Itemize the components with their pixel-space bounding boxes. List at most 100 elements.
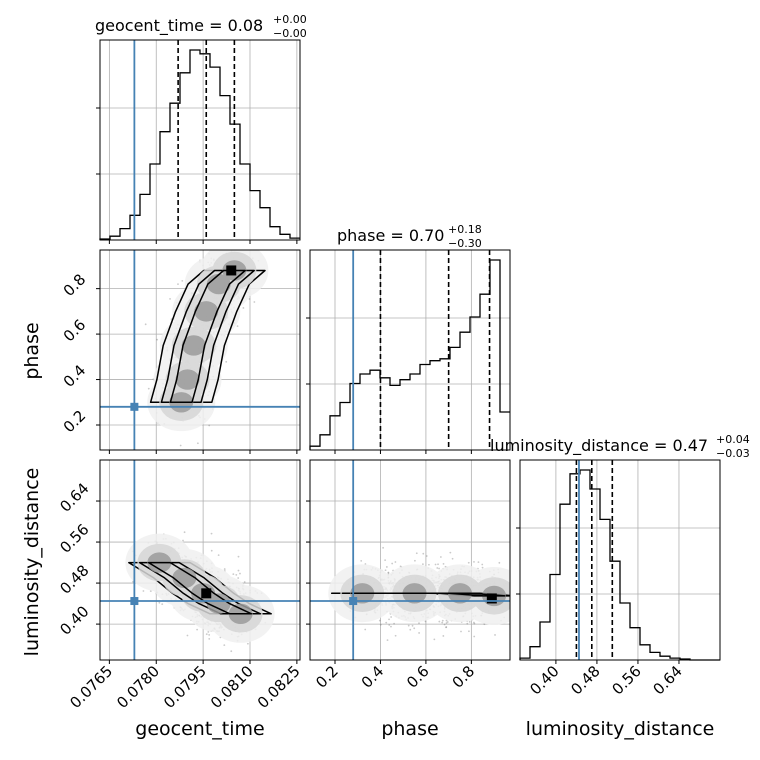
hist-bar: [450, 347, 460, 450]
scatter-point: [385, 566, 388, 568]
scatter-point: [158, 601, 161, 604]
scatter-point: [161, 603, 164, 606]
scatter-point: [147, 387, 150, 390]
scatter-point: [441, 621, 444, 624]
scatter-point: [393, 622, 395, 625]
scatter-point: [428, 563, 430, 566]
scatter-point: [387, 572, 390, 575]
hist-bar: [360, 374, 370, 450]
hist-bar: [480, 294, 490, 450]
scatter-point: [223, 644, 226, 646]
scatter-point: [422, 563, 424, 566]
hist-bar: [140, 194, 150, 240]
scatter-point: [208, 637, 211, 640]
scatter-point: [210, 532, 213, 535]
scatter-point: [394, 561, 397, 563]
scatter-point: [390, 616, 393, 618]
scatter-point: [433, 638, 436, 641]
density-peak: [486, 593, 497, 604]
scatter-point: [468, 630, 470, 633]
contour-line: [149, 269, 266, 404]
scatter-point: [196, 628, 199, 631]
panel-frame: [99, 249, 301, 451]
tick-label-y-luminosity-distance: 0.56: [56, 520, 92, 556]
scatter-point: [425, 555, 428, 557]
scatter-point: [390, 625, 392, 628]
hist-step-line: [519, 469, 720, 661]
scatter-point: [177, 283, 179, 285]
hist-bar: [410, 374, 420, 450]
hist-bar: [320, 435, 330, 450]
tick-label-x-phase: 0.6: [403, 662, 433, 692]
scatter-point: [183, 531, 186, 534]
tick-label-x-phase: 0.8: [449, 662, 479, 692]
tick-label-x-geocent-time: 0.0810: [207, 662, 257, 712]
scatter-point: [169, 298, 171, 300]
scatter-point: [248, 298, 251, 300]
scatter-point: [442, 635, 445, 637]
hist-bar: [420, 365, 430, 451]
truth-marker: [130, 402, 139, 411]
scatter-point: [384, 559, 387, 562]
title-phase-plus: +0.18: [448, 223, 482, 236]
scatter-point: [394, 634, 397, 637]
tick-label-y-phase: 0.4: [60, 361, 90, 391]
hist-bar: [380, 378, 390, 450]
scatter-point: [483, 623, 486, 626]
density-level-2: [147, 552, 253, 625]
scatter-point: [210, 549, 213, 552]
panel-content: [100, 245, 300, 450]
panel-frame: [99, 39, 301, 241]
title-phase-minus: −0.30: [448, 237, 482, 250]
scatter-point: [445, 619, 448, 622]
title-geocent-time: geocent_time = 0.08: [95, 16, 263, 36]
scatter-point: [411, 624, 414, 627]
scatter-point: [438, 620, 441, 623]
ylabel-luminosity-distance: luminosity_distance: [21, 468, 43, 657]
scatter-point: [436, 567, 439, 569]
hist-panel-luminosity-distance: [516, 459, 721, 664]
contour-line: [350, 592, 506, 597]
hist-bar: [150, 164, 160, 240]
scatter-point: [467, 561, 470, 564]
scatter-point: [208, 633, 211, 636]
title-phase: phase = 0.70: [337, 226, 444, 245]
contour-line: [147, 561, 253, 615]
scatter-point: [181, 279, 184, 282]
hist-bar: [390, 385, 400, 450]
scatter-point: [207, 631, 210, 633]
hist-bar: [640, 645, 650, 660]
scatter-point: [498, 561, 501, 564]
scatter-point: [449, 551, 452, 554]
scatter-point: [208, 424, 211, 427]
tick-label-x-luminosity-distance: 0.48: [567, 662, 603, 698]
scatter-point: [481, 563, 484, 566]
hist-bar: [490, 260, 500, 450]
tick-label-y-luminosity-distance: 0.48: [56, 561, 92, 597]
scatter-point: [388, 618, 390, 621]
scatter-point: [237, 555, 240, 558]
scatter-point: [445, 622, 448, 624]
hist-bar: [250, 191, 260, 240]
scatter-point: [237, 569, 240, 572]
scatter-point: [144, 323, 147, 326]
scatter-point: [384, 569, 387, 572]
scatter-point: [382, 546, 385, 549]
ylabel-phase: phase: [21, 322, 43, 379]
tick-label-y-luminosity-distance: 0.64: [56, 479, 92, 515]
density-peak: [201, 588, 212, 599]
scatter-point: [424, 620, 427, 623]
hist-bar: [610, 561, 620, 660]
scatter-point: [385, 621, 388, 624]
title-luminosity-distance-plus: +0.04: [716, 433, 750, 446]
scatter-point: [481, 566, 484, 569]
scatter-point: [205, 633, 208, 636]
hist-bar: [210, 67, 220, 240]
tick-label-x-geocent-time: 0.0795: [160, 662, 210, 712]
hist-bar: [620, 603, 630, 660]
xlabel-geocent-time: geocent_time: [135, 718, 264, 740]
scatter-point: [438, 567, 440, 570]
hist-bar: [270, 227, 280, 240]
scatter-point: [232, 245, 234, 247]
